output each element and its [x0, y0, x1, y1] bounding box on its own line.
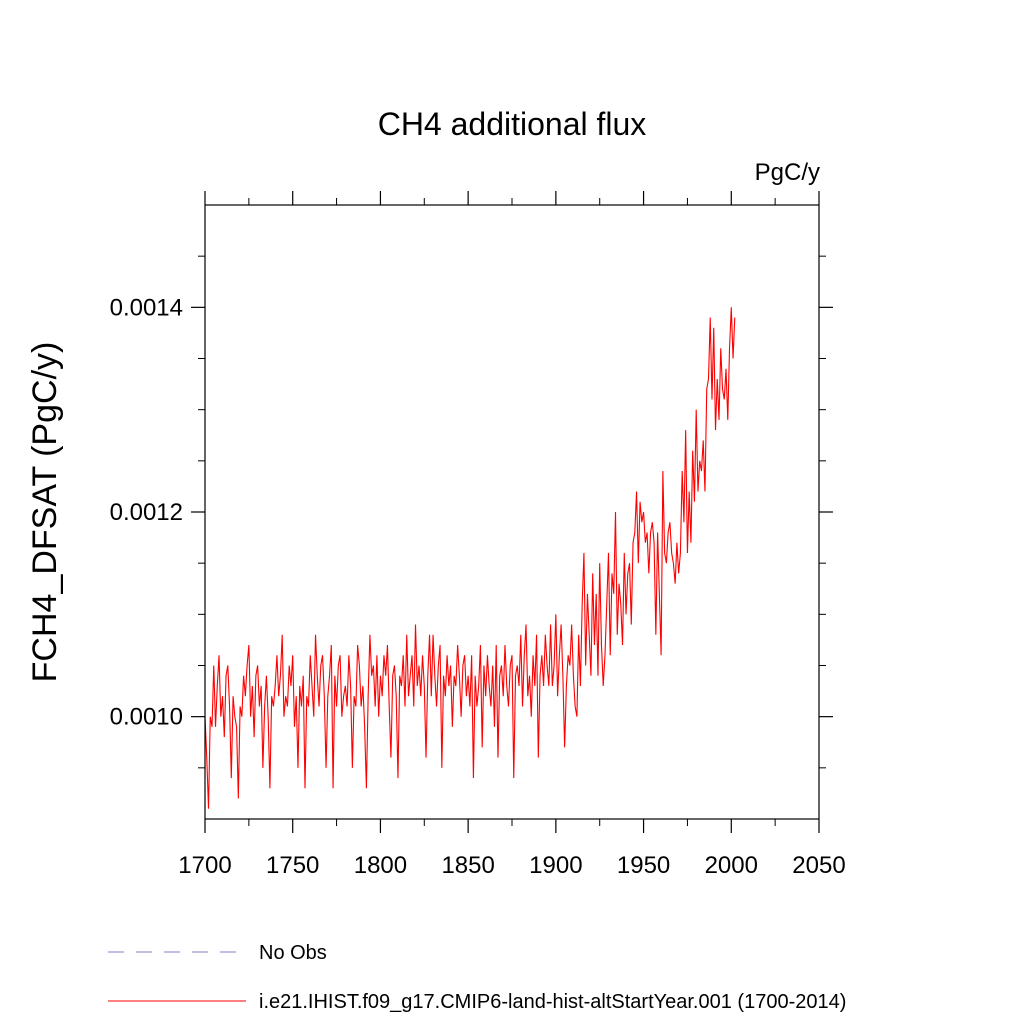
series-line-1	[204, 307, 736, 809]
legend-label-0: No Obs	[259, 942, 327, 964]
plot-lines	[204, 307, 736, 809]
y-tick-label: 0.0010	[110, 704, 183, 731]
x-tick-label: 2000	[705, 852, 758, 879]
x-tick-label: 2050	[792, 852, 845, 879]
axis-ticks: 1700 1750 1800 1850 1900 1950 2000 2050 0.0010 0.…	[110, 191, 846, 879]
plot-frame	[204, 204, 820, 820]
x-tick-label: 1950	[617, 852, 670, 879]
x-tick-label: 1750	[266, 852, 319, 879]
y-axis-label: FCH4_DFSAT (PgC/y)	[26, 342, 64, 683]
x-tick-label: 1850	[441, 852, 494, 879]
chart-title: CH4 additional flux	[378, 106, 647, 142]
chart-units: PgC/y	[755, 159, 820, 186]
legend-label-1: i.e21.IHIST.f09_g17.CMIP6-land-hist-altS…	[259, 991, 846, 1013]
x-tick-label: 1800	[354, 852, 407, 879]
x-tick-label: 1900	[529, 852, 582, 879]
legend: No Obs i.e21.IHIST.f09_g17.CMIP6-land-his…	[108, 942, 846, 1013]
y-tick-label: 0.0014	[110, 294, 183, 321]
y-tick-label: 0.0012	[110, 499, 183, 526]
x-tick-label: 1700	[178, 852, 231, 879]
